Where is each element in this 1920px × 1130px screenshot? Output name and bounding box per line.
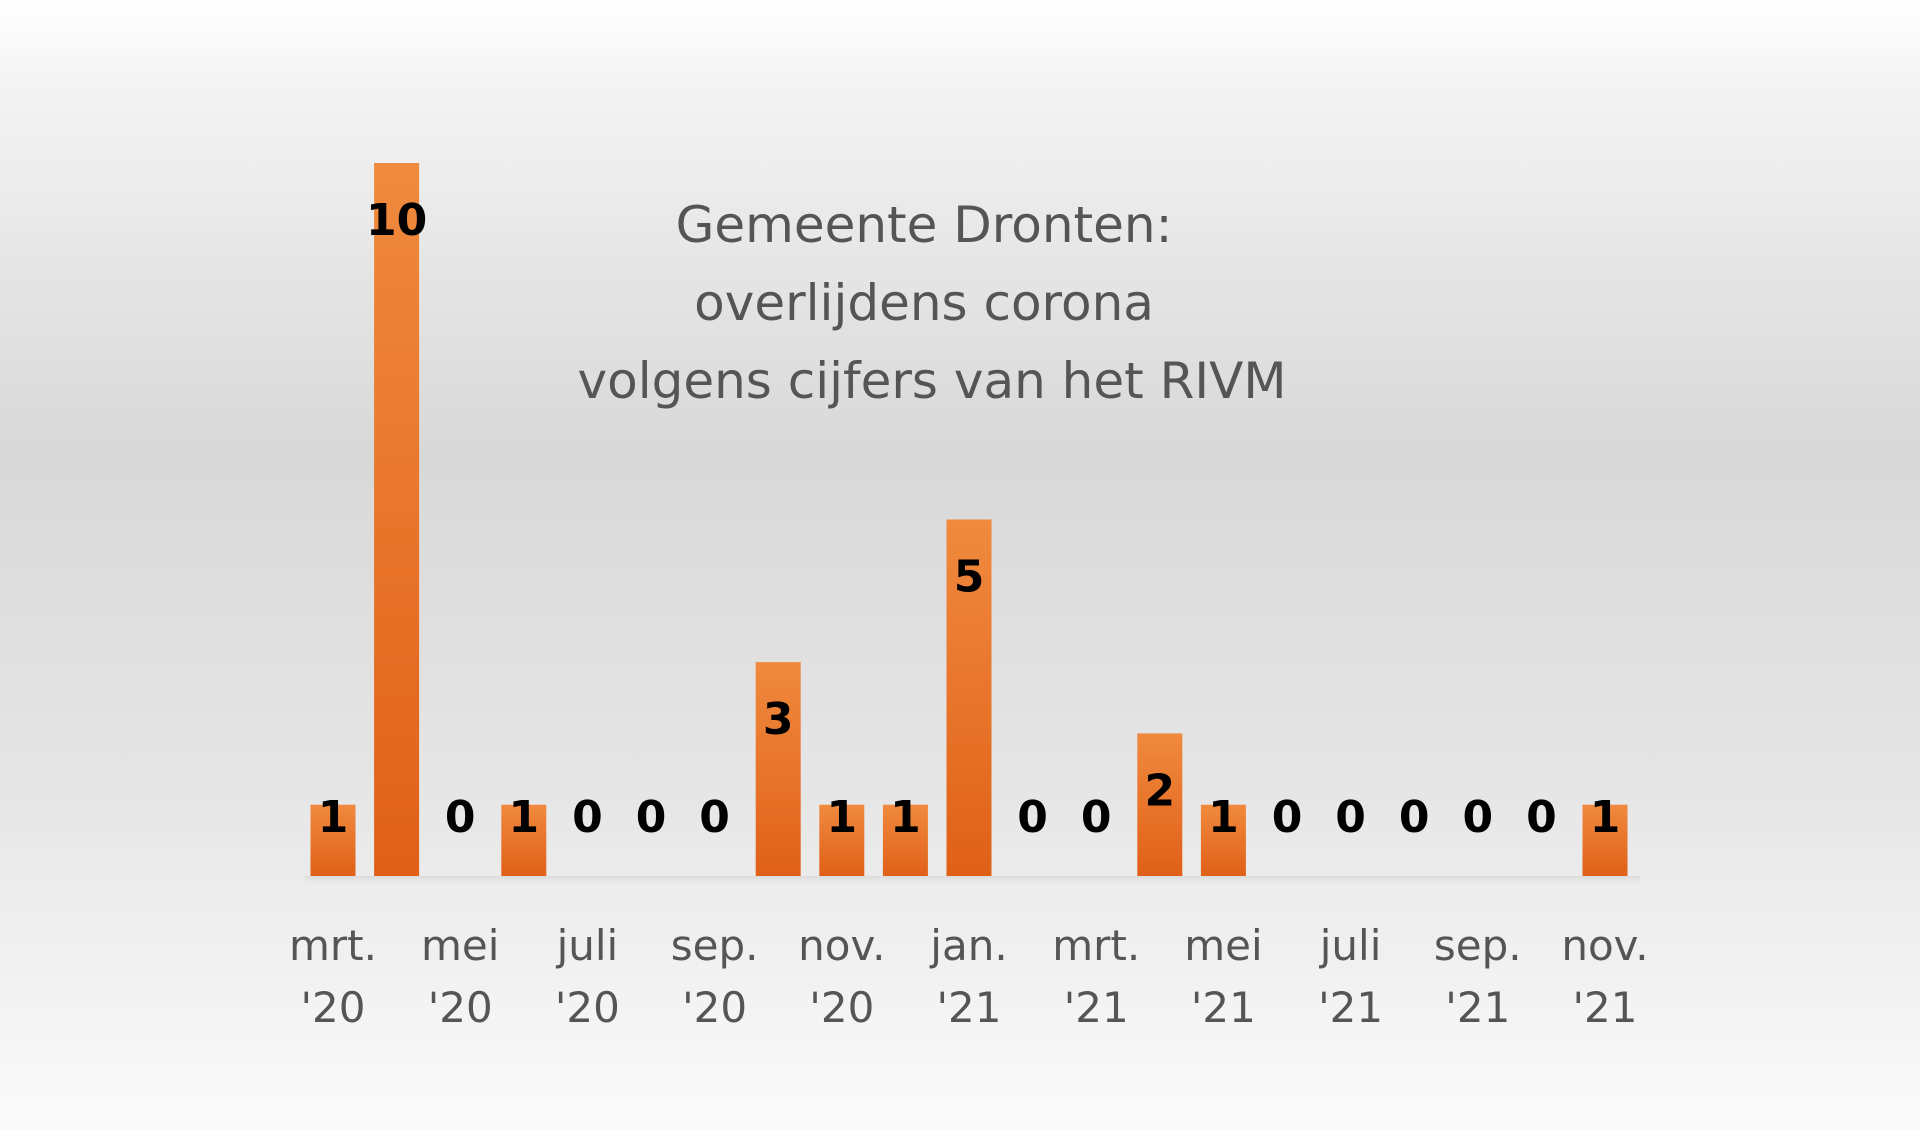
data-label: 1 xyxy=(318,792,349,843)
x-tick-label: jan. '21 xyxy=(929,921,1007,1032)
data-label: 0 xyxy=(1399,792,1430,843)
data-label: 0 xyxy=(1335,792,1366,843)
data-label: 0 xyxy=(1081,792,1112,843)
data-label: 1 xyxy=(508,792,539,843)
data-label: 0 xyxy=(1017,792,1048,843)
data-label: 0 xyxy=(1272,792,1303,843)
bar-series xyxy=(310,163,1628,876)
x-tick-label: sep. '20 xyxy=(671,921,759,1032)
data-label: 1 xyxy=(1208,792,1239,843)
x-tick-label: nov. '21 xyxy=(1561,921,1648,1032)
data-label: 0 xyxy=(445,792,476,843)
data-label: 10 xyxy=(366,195,427,246)
bar xyxy=(1200,804,1246,876)
bar xyxy=(374,163,420,876)
data-label: 0 xyxy=(636,792,667,843)
x-tick-label: nov. '20 xyxy=(798,921,885,1032)
x-tick-label: mrt. '21 xyxy=(1052,921,1140,1032)
data-label: 0 xyxy=(699,792,730,843)
chart-title: Gemeente Dronten: overlijdens corona vol… xyxy=(578,196,1287,410)
x-tick-label: sep. '21 xyxy=(1434,921,1522,1032)
data-label: 5 xyxy=(954,552,985,603)
bar xyxy=(310,804,356,876)
x-axis-tick-labels: mrt. '20 mei '20 juli '20 sep. '20 nov. '20 jan. '2… xyxy=(289,921,1649,1032)
x-tick-label: juli '20 xyxy=(555,921,620,1032)
data-label: 0 xyxy=(1526,792,1557,843)
bar xyxy=(1582,804,1628,876)
x-tick-label: mrt. '20 xyxy=(289,921,377,1032)
bar xyxy=(755,662,801,876)
x-tick-label: juli '21 xyxy=(1318,921,1383,1032)
bar xyxy=(1137,733,1183,876)
data-label: 3 xyxy=(763,694,794,745)
bar xyxy=(882,804,928,876)
plot-floor xyxy=(305,876,1640,890)
data-label: 1 xyxy=(826,792,857,843)
bar xyxy=(946,519,992,876)
data-label: 0 xyxy=(1462,792,1493,843)
data-label: 1 xyxy=(1590,792,1621,843)
chart-title-line-2: overlijdens corona xyxy=(694,274,1154,332)
data-label: 2 xyxy=(1144,765,1175,816)
chart-title-line-1: Gemeente Dronten: xyxy=(676,196,1173,254)
data-label: 1 xyxy=(890,792,921,843)
x-tick-label: mei '20 xyxy=(421,921,499,1032)
data-label: 0 xyxy=(572,792,603,843)
x-tick-label: mei '21 xyxy=(1184,921,1262,1032)
chart-title-line-3: volgens cijfers van het RIVM xyxy=(578,352,1287,410)
bar xyxy=(819,804,865,876)
bar xyxy=(501,804,547,876)
